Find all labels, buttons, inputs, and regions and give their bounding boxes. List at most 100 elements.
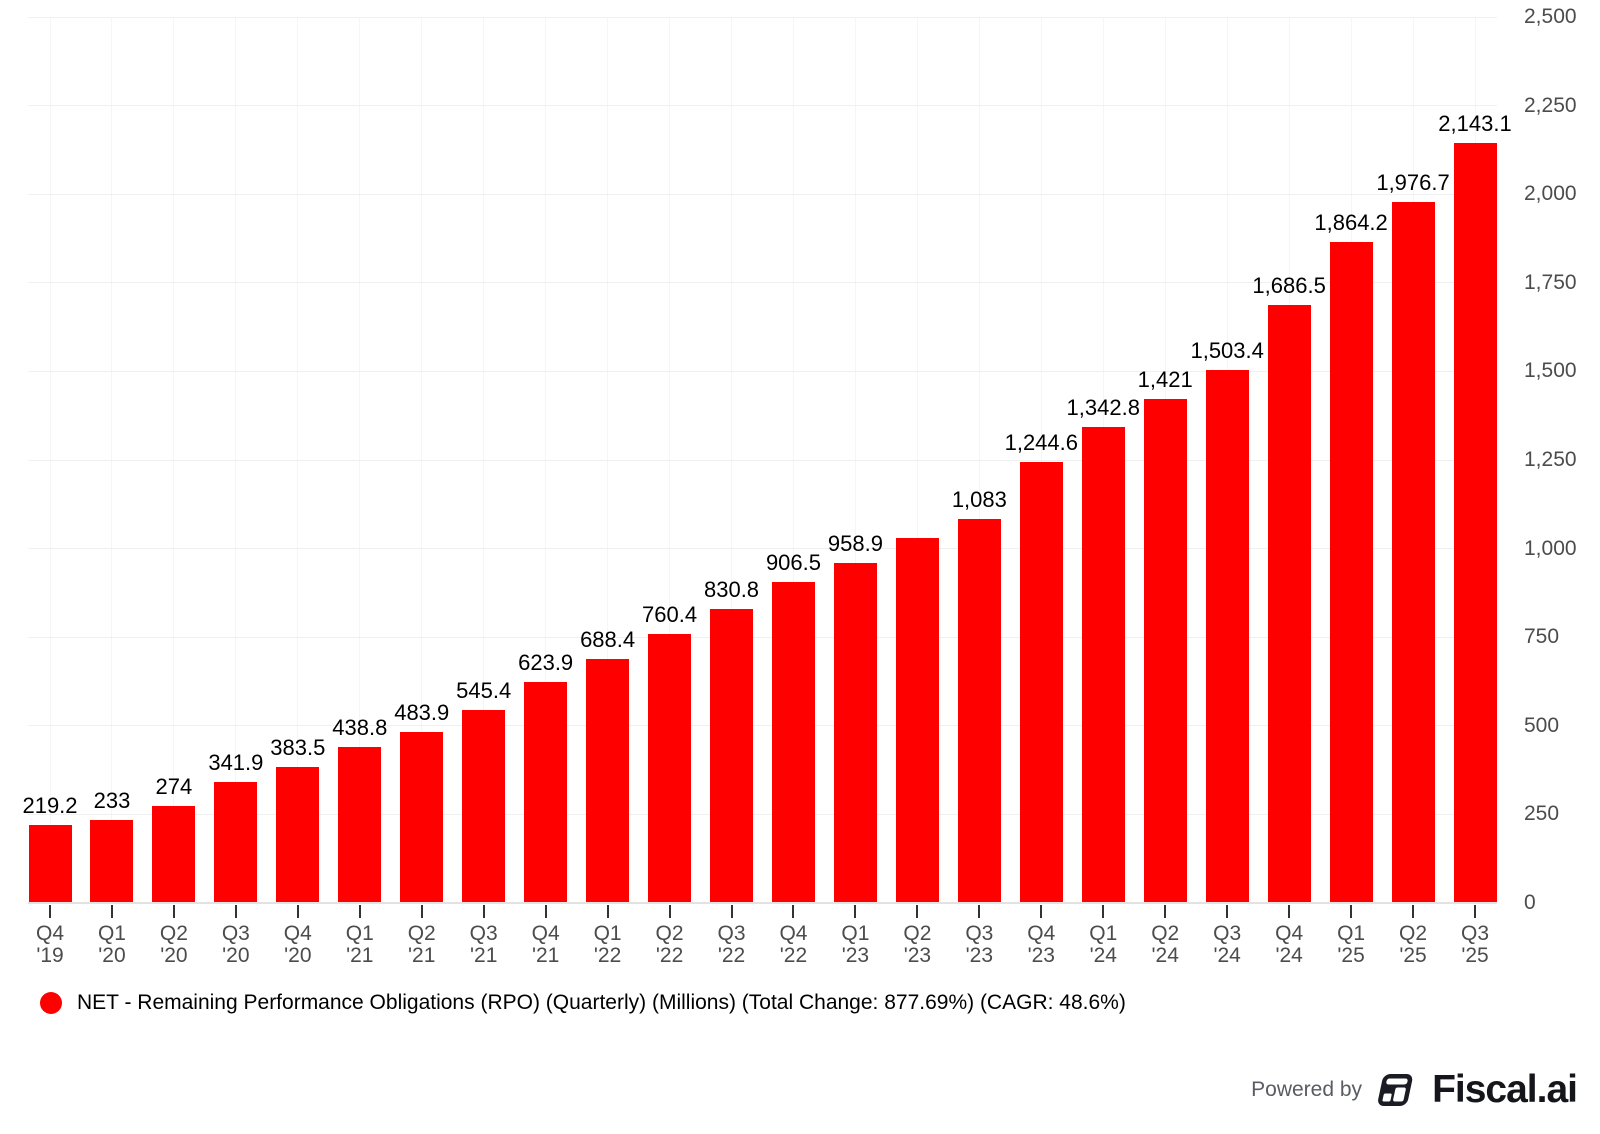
bar[interactable] xyxy=(1019,461,1063,903)
x-label-quarter: Q1 xyxy=(841,922,870,945)
x-label-year: '21 xyxy=(531,943,560,967)
x-axis-tick-label: Q4'22 xyxy=(758,923,828,966)
x-axis-tick-label: Q2'23 xyxy=(882,923,952,966)
x-label-year: '21 xyxy=(346,943,374,967)
bar-value-label: 383.5 xyxy=(270,735,326,761)
x-axis-tick-mark xyxy=(234,905,237,918)
bar[interactable] xyxy=(1081,427,1125,903)
bar[interactable] xyxy=(524,681,568,903)
horizontal-gridline xyxy=(28,193,1497,195)
x-label-quarter: Q2 xyxy=(1399,922,1428,945)
bar[interactable] xyxy=(400,731,444,903)
bar-value-label: 219.2 xyxy=(22,793,78,819)
bar[interactable] xyxy=(895,537,939,903)
legend-marker-dot xyxy=(40,992,62,1014)
bar[interactable] xyxy=(586,659,630,903)
bar-value-label: 1,342.8 xyxy=(1066,395,1140,421)
bar[interactable] xyxy=(771,581,815,903)
x-axis-tick-label: Q3'23 xyxy=(944,923,1014,966)
x-axis-tick-mark xyxy=(49,905,51,918)
x-axis-tick-label: Q3'24 xyxy=(1192,923,1262,966)
x-label-year: '25 xyxy=(1399,943,1427,967)
horizontal-gridline xyxy=(28,459,1497,461)
x-axis-tick-label: Q3'20 xyxy=(201,923,271,966)
horizontal-gridline xyxy=(28,548,1497,550)
bar[interactable] xyxy=(1205,370,1249,903)
x-axis-tick-mark xyxy=(110,905,113,918)
bar[interactable] xyxy=(1143,399,1187,903)
x-axis-tick-label: Q2'25 xyxy=(1378,923,1448,966)
x-axis-tick-label: Q2'20 xyxy=(139,923,209,966)
x-axis-tick-label: Q1'25 xyxy=(1316,923,1386,966)
fiscal-logo-icon xyxy=(1375,1071,1419,1109)
bar-value-label: 1,503.4 xyxy=(1190,338,1264,364)
bar[interactable] xyxy=(833,563,877,903)
x-axis-tick-mark xyxy=(544,905,547,918)
bar[interactable] xyxy=(1329,242,1373,903)
x-axis-tick-label: Q2'24 xyxy=(1130,923,1200,966)
bar[interactable] xyxy=(152,805,196,903)
x-axis-tick-mark xyxy=(1164,905,1167,918)
x-label-quarter: Q3 xyxy=(469,922,498,945)
bar[interactable] xyxy=(214,781,258,903)
bar[interactable] xyxy=(1267,305,1311,903)
x-label-quarter: Q1 xyxy=(593,922,622,945)
x-label-year: '22 xyxy=(655,943,684,967)
bar-value-label: 1,083 xyxy=(951,487,1007,513)
bar-value-label: 760.4 xyxy=(642,601,698,627)
x-label-year: '21 xyxy=(408,943,436,967)
y-axis-tick-label: 2,000 xyxy=(1524,182,1577,206)
y-axis-tick-label: 1,250 xyxy=(1524,448,1577,471)
x-axis-tick-label: Q1'23 xyxy=(820,923,890,966)
legend[interactable]: NET - Remaining Performance Obligations … xyxy=(40,991,1126,1015)
bar[interactable] xyxy=(276,767,320,903)
x-axis-tick-label: Q1'22 xyxy=(573,923,643,966)
bar-value-label: 1,864.2 xyxy=(1314,210,1388,236)
bar-value-label: 545.4 xyxy=(456,677,512,703)
y-axis-tick-label: 750 xyxy=(1524,625,1560,649)
bar[interactable] xyxy=(28,825,72,903)
horizontal-gridline xyxy=(28,282,1497,284)
x-label-quarter: Q4 xyxy=(283,922,312,945)
bar[interactable] xyxy=(338,747,382,903)
horizontal-gridline xyxy=(28,370,1497,372)
horizontal-gridline xyxy=(28,105,1497,107)
x-axis-tick-mark xyxy=(730,905,733,918)
bar-value-label: 233 xyxy=(93,788,131,814)
x-axis-tick-label: Q2'22 xyxy=(635,923,705,966)
x-label-year: '20 xyxy=(222,943,250,967)
x-axis-tick-mark xyxy=(916,905,919,918)
bar-value-label: 830.8 xyxy=(703,576,760,602)
x-label-quarter: Q4 xyxy=(35,922,64,945)
x-axis-tick-label: Q3'22 xyxy=(697,923,767,966)
bar[interactable] xyxy=(1453,143,1497,903)
x-axis-tick-mark xyxy=(296,905,299,918)
footer-attribution[interactable]: Powered by Fiscal.ai xyxy=(1251,1068,1578,1112)
bar[interactable] xyxy=(1391,202,1435,903)
x-label-year: '20 xyxy=(98,943,126,967)
bar[interactable] xyxy=(957,519,1001,903)
x-axis-tick-label: Q4'21 xyxy=(511,923,581,966)
x-axis-tick-mark xyxy=(1226,905,1229,918)
bar-value-label: 906.5 xyxy=(765,549,821,575)
x-label-quarter: Q1 xyxy=(1337,922,1366,945)
y-axis-tick-label: 2,500 xyxy=(1524,5,1577,28)
x-axis-tick-mark xyxy=(606,905,609,918)
bar[interactable] xyxy=(462,709,506,903)
bar-value-label: 483.9 xyxy=(394,699,450,725)
bar-value-label: 688.4 xyxy=(580,627,636,653)
y-axis-tick-label: 250 xyxy=(1524,802,1560,826)
bar[interactable] xyxy=(648,633,692,903)
horizontal-gridline xyxy=(28,16,1497,18)
bar-value-label: 1,976.7 xyxy=(1376,170,1450,196)
bar-value-label: 274 xyxy=(155,773,193,799)
horizontal-gridline xyxy=(28,813,1497,815)
bar[interactable] xyxy=(90,820,134,903)
x-axis-tick-label: Q3'25 xyxy=(1440,923,1510,966)
x-label-quarter: Q4 xyxy=(531,922,560,945)
x-label-quarter: Q3 xyxy=(1213,922,1242,945)
x-axis-tick-label: Q4'19 xyxy=(15,923,85,966)
x-label-year: '24 xyxy=(1151,943,1179,967)
x-label-quarter: Q3 xyxy=(1460,922,1489,945)
bar[interactable] xyxy=(710,608,754,903)
